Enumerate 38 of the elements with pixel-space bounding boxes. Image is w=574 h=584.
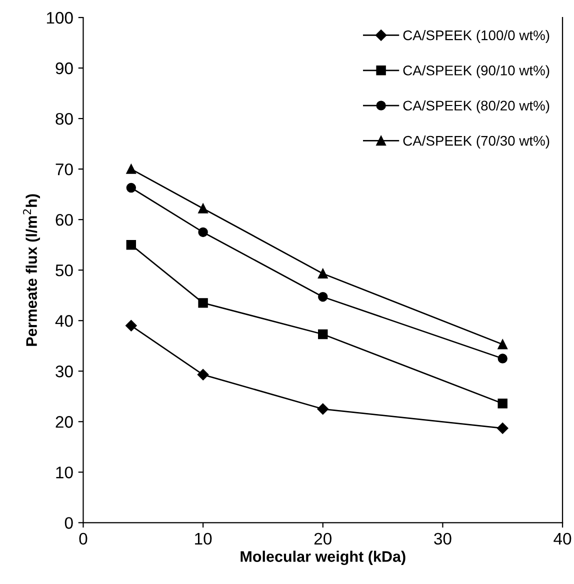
point xyxy=(126,164,136,174)
point xyxy=(497,422,508,434)
point xyxy=(126,182,136,193)
y-tick-label: 10 xyxy=(56,466,73,478)
x-tick-label: 0 xyxy=(79,532,88,545)
point xyxy=(126,240,136,250)
y-tick-label: 80 xyxy=(56,112,73,125)
x-tick-label: 20 xyxy=(314,532,332,545)
point xyxy=(126,320,137,332)
y-tick-label: 30 xyxy=(56,366,73,378)
y-axis-title: Permeate flux (l/m$^{2}$h) xyxy=(23,194,40,346)
point xyxy=(318,292,328,302)
legend-label: CA/SPEEK (70/30 wt%) xyxy=(403,136,550,148)
y-tick-label: 0 xyxy=(64,517,73,529)
y-tick-label: 100 xyxy=(46,12,73,24)
point xyxy=(318,329,328,340)
legend-label: CA/SPEEK (90/10 wt%) xyxy=(403,65,550,78)
y-tick-label: 90 xyxy=(56,62,73,74)
y-tick-label: 70 xyxy=(56,163,73,176)
point xyxy=(198,298,208,308)
point xyxy=(198,204,208,214)
x-tick-label: 30 xyxy=(434,532,452,545)
point xyxy=(197,369,209,380)
x-tick-label: 10 xyxy=(195,532,212,545)
point xyxy=(318,268,328,278)
point xyxy=(498,339,508,350)
x-axis-title: Molecular weight (kDa) xyxy=(240,550,406,566)
y-tick-label: 20 xyxy=(56,416,73,428)
x-tick-label: 40 xyxy=(554,532,572,545)
y-tick-label: 40 xyxy=(55,315,73,327)
point xyxy=(317,403,328,415)
legend-label: CA/SPEEK (80/20 wt%) xyxy=(403,100,550,114)
point xyxy=(498,398,508,408)
point xyxy=(498,354,508,364)
legend-label: CA/SPEEK (100/0 wt%) xyxy=(403,30,550,43)
y-tick-label: 50 xyxy=(56,264,73,276)
y-tick-label: 60 xyxy=(56,214,73,226)
point xyxy=(198,227,208,238)
